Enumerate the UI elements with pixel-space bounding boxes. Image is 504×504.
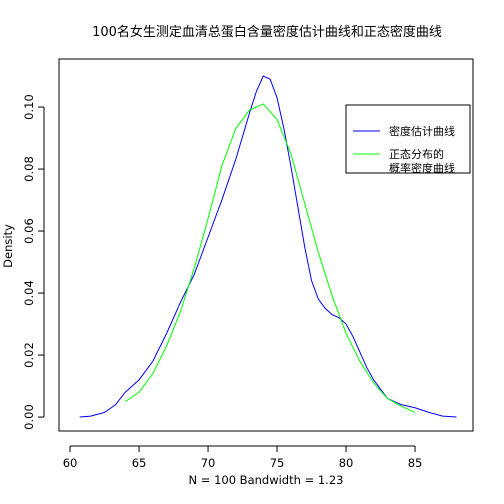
x-tick-label: 70 bbox=[201, 456, 216, 470]
plot-frame bbox=[58, 58, 474, 432]
x-tick-label: 60 bbox=[63, 456, 78, 470]
y-tick-label: 0.04 bbox=[22, 280, 36, 306]
x-axis: 60 65 70 75 80 85 bbox=[63, 445, 423, 470]
legend-label-0: 密度估计曲线 bbox=[389, 124, 455, 138]
x-tick-label: 65 bbox=[132, 456, 147, 470]
x-axis-label: N = 100 Bandwidth = 1.23 bbox=[189, 473, 344, 487]
y-tick-label: 0.08 bbox=[22, 156, 36, 182]
y-tick-label: 0.06 bbox=[22, 218, 36, 244]
y-tick-label: 0.02 bbox=[22, 342, 36, 368]
curves-group bbox=[79, 75, 457, 418]
series-line-1 bbox=[124, 103, 416, 413]
x-tick-label: 80 bbox=[339, 456, 354, 470]
legend-box bbox=[345, 104, 471, 174]
chart-title: 100名女生测定血清总蛋白含量密度估计曲线和正态密度曲线 bbox=[92, 24, 442, 40]
series-line-0 bbox=[79, 75, 457, 418]
y-tick-label: 0.10 bbox=[22, 94, 36, 120]
legend-label-1: 概率密度曲线 bbox=[389, 161, 455, 175]
legend-label-1: 正态分布的 bbox=[389, 147, 444, 161]
y-axis: 0.00 0.02 0.04 0.06 0.08 0.10 bbox=[22, 94, 45, 430]
x-tick-label: 75 bbox=[270, 456, 285, 470]
y-tick-label: 0.00 bbox=[22, 404, 36, 430]
x-tick-label: 85 bbox=[408, 456, 423, 470]
y-axis-label: Density bbox=[1, 224, 15, 268]
